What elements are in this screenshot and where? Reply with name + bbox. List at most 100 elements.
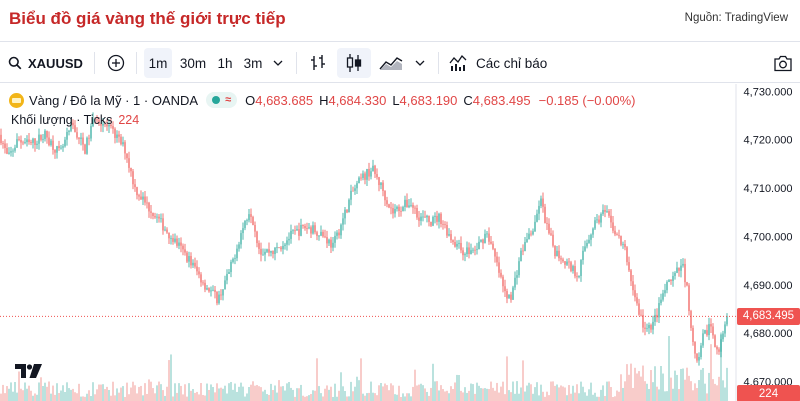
market-status-badge[interactable]: ≈ [206, 92, 238, 108]
volume-bar [88, 390, 90, 401]
interval-3m[interactable]: 3m [243, 55, 263, 71]
instrument-label[interactable]: Vàng / Đô la Mỹ · 1 · OANDA [29, 92, 199, 108]
bar-chart-style-button[interactable] [305, 42, 331, 84]
candle-body [630, 270, 632, 282]
page-title: Biểu đồ giá vàng thế giới trực tiếp [9, 9, 286, 28]
candle-body [36, 143, 38, 145]
volume-bar [690, 381, 692, 401]
volume-bar [286, 383, 288, 401]
candle-body [644, 327, 646, 329]
volume-bar [330, 386, 332, 401]
y-tick-label: 4,680.000 [744, 328, 793, 340]
candle-body [318, 235, 320, 237]
volume-bar [702, 368, 704, 401]
volume-bar [478, 385, 480, 401]
volume-bar [534, 387, 536, 401]
volume-bar [510, 392, 512, 401]
candle-style-icon [346, 54, 362, 72]
volume-bar [66, 382, 68, 401]
candle-body [332, 242, 334, 248]
volume-bar [202, 394, 204, 401]
candle-body [262, 254, 264, 256]
volume-bar [694, 383, 696, 401]
candle-body [164, 229, 166, 231]
camera-icon [774, 55, 792, 71]
chart-style-dropdown[interactable] [411, 42, 429, 84]
toolbar-divider [94, 52, 95, 74]
candle-body [136, 187, 138, 196]
volume-bar [254, 385, 256, 401]
volume-bar [304, 396, 306, 401]
volume-bar [260, 387, 262, 401]
candle-body [160, 218, 162, 220]
volume-bar [120, 387, 122, 401]
volume-bar [624, 381, 626, 401]
volume-bar [138, 386, 140, 401]
interval-1h[interactable]: 1h [217, 55, 233, 71]
candle-body [2, 143, 4, 144]
symbol-search[interactable]: XAUUSD [8, 42, 88, 84]
candle-body [516, 275, 518, 278]
volume-bar [320, 393, 322, 401]
candle-body [706, 330, 708, 336]
volume-bar [518, 393, 520, 401]
price-axis[interactable]: 4,730.000 4,720.000 4,710.000 4,700.000 4,69… [744, 86, 793, 388]
last-price-tag: 4,683.495 [737, 307, 800, 325]
interval-dropdown[interactable] [269, 42, 287, 84]
candle-body [670, 279, 672, 281]
volume-bar [270, 383, 272, 401]
volume-label[interactable]: Khối lượng · Ticks [11, 113, 113, 127]
candle-body [546, 222, 548, 224]
candlestick-chart[interactable]: 4,730.000 4,720.000 4,710.000 4,700.000 4,69… [0, 84, 800, 401]
volume-bar [216, 383, 218, 401]
volume-bar [152, 388, 154, 401]
candle-body [204, 282, 206, 290]
candle-body [714, 335, 716, 347]
candle-body [304, 225, 306, 229]
price-chart[interactable]: 4,730.000 4,720.000 4,710.000 4,700.000 4,69… [0, 84, 800, 401]
volume-bar [142, 395, 144, 401]
candle-body [188, 256, 190, 262]
area-chart-style-button[interactable] [376, 42, 406, 84]
candle-body [372, 165, 374, 172]
volume-bar [538, 395, 540, 401]
volume-bar [486, 388, 488, 401]
y-tick-label: 4,700.000 [744, 231, 793, 243]
volume-bar [212, 387, 214, 401]
snapshot-button[interactable] [770, 42, 796, 84]
volume-bar [14, 382, 16, 401]
compare-symbol-button[interactable] [104, 42, 128, 84]
candle-body [314, 225, 316, 233]
area-style-icon [379, 57, 403, 70]
interval-30m[interactable]: 30m [179, 55, 207, 71]
candle-body [224, 280, 226, 290]
candle-body [98, 119, 100, 124]
candle-body [46, 130, 48, 138]
volume-bar [542, 391, 544, 401]
candle-body [50, 140, 52, 146]
indicators-button[interactable]: Các chỉ báo [448, 42, 556, 84]
volume-bar [258, 386, 260, 401]
candle-chart-style-button[interactable] [337, 48, 371, 78]
candle-body [600, 213, 602, 223]
low-label: L [392, 92, 400, 108]
candle-body [126, 153, 128, 159]
chevron-down-icon [415, 60, 425, 66]
candle-body [100, 123, 102, 126]
candle-body [336, 232, 338, 236]
volume-bar [32, 395, 34, 401]
candle-body [394, 208, 396, 214]
volume-bar [504, 394, 506, 401]
volume-bar [18, 371, 20, 401]
volume-bar [122, 386, 124, 401]
volume-bar [594, 392, 596, 401]
tradingview-logo-icon[interactable] [14, 360, 44, 382]
candle-body [538, 205, 540, 214]
volume-bar [290, 387, 292, 401]
volume-bar [72, 388, 74, 401]
volume-bar [194, 392, 196, 401]
volume-bar [390, 383, 392, 401]
interval-1m[interactable]: 1m [144, 48, 172, 78]
volume-bar [340, 372, 342, 401]
volume-bar [40, 377, 42, 401]
